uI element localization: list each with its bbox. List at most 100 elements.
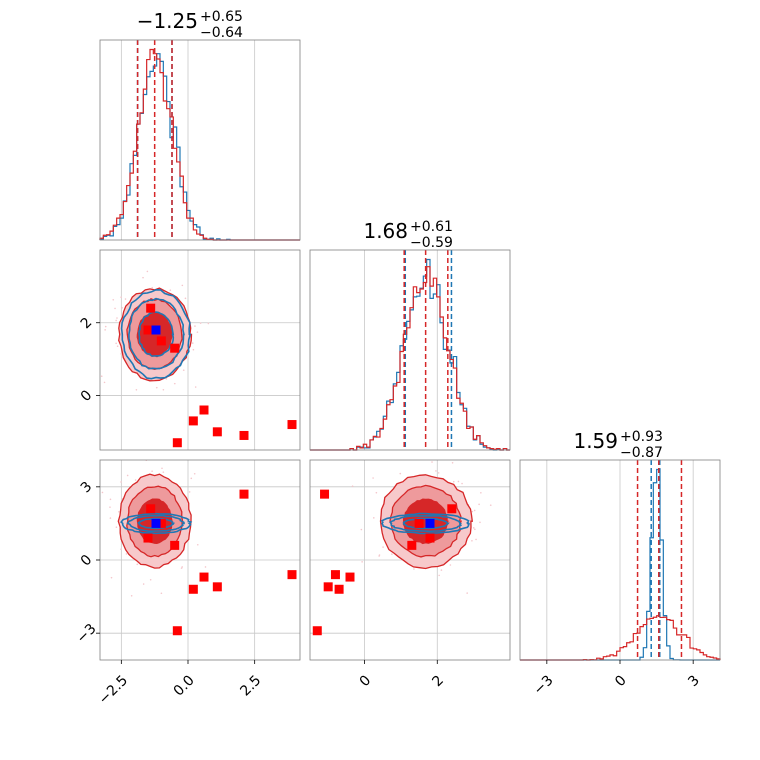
- sample-dot: [440, 569, 443, 571]
- panel-title-plus: +0.61: [410, 219, 453, 235]
- sample-dot: [151, 286, 154, 289]
- sample-dot: [120, 481, 122, 483]
- axis-frame: [99, 39, 301, 241]
- sample-dot: [130, 594, 133, 597]
- sample-dot: [115, 342, 117, 345]
- red-marker: [330, 570, 340, 580]
- sample-dot: [435, 470, 437, 472]
- panel-1-0: [99, 249, 301, 451]
- axis-frame: [309, 249, 511, 451]
- sample-dot: [134, 479, 137, 481]
- red-marker: [199, 572, 209, 582]
- red-marker: [287, 420, 297, 430]
- sample-dot: [475, 538, 477, 541]
- axis-frame: [309, 459, 511, 661]
- red-marker: [407, 540, 417, 550]
- sample-dot: [142, 276, 144, 279]
- sample-dot: [360, 528, 363, 531]
- sample-dot: [471, 539, 473, 542]
- panel-title-median: −1.25: [137, 9, 198, 33]
- sample-dot: [478, 503, 480, 506]
- panel-inner: [100, 431, 300, 660]
- sample-dot: [149, 578, 152, 581]
- sample-dot: [181, 284, 184, 287]
- red-marker: [447, 504, 457, 514]
- panel-title-median: 1.68: [363, 219, 408, 243]
- sample-dot: [449, 564, 452, 566]
- red-marker: [414, 518, 424, 528]
- sample-dot: [136, 563, 139, 566]
- sample-dot: [192, 348, 195, 351]
- sample-dot: [375, 491, 378, 494]
- contour-series-b: [128, 297, 185, 370]
- x-tick-label: 3: [685, 672, 703, 690]
- sample-dot: [125, 553, 128, 555]
- x-tick-label: 0: [612, 672, 630, 690]
- panel-2-1: [309, 459, 511, 661]
- x-tick-label: −3: [531, 672, 557, 698]
- panel-title-median: 1.59: [573, 429, 618, 453]
- contour-series-b: [380, 512, 471, 535]
- sample-dot: [474, 528, 476, 531]
- sample-dot: [438, 574, 440, 577]
- sample-dot: [173, 382, 176, 385]
- red-marker: [323, 582, 333, 592]
- sample-dot: [116, 345, 119, 348]
- sample-dot: [466, 592, 468, 594]
- diag-panel-0: −1.25 +0.65−0.64: [99, 9, 301, 241]
- contour-series-b: [120, 512, 193, 535]
- panel-title-minus: −0.87: [620, 445, 663, 461]
- red-marker: [188, 416, 198, 426]
- red-marker: [170, 540, 180, 550]
- red-marker: [146, 303, 156, 313]
- sample-dot: [165, 378, 168, 380]
- sample-dot: [135, 388, 138, 391]
- red-marker: [156, 336, 166, 346]
- truth-marker: [151, 518, 161, 528]
- panel-inner: [310, 460, 510, 660]
- x-tick-label: 2.5: [237, 672, 264, 699]
- sample-dot: [196, 331, 199, 333]
- x-tick-label: −2.5: [96, 672, 131, 707]
- sample-dot: [110, 576, 113, 579]
- sample-dot: [124, 298, 127, 300]
- contour-series-b: [120, 288, 192, 380]
- sample-dot: [457, 480, 460, 483]
- sample-dot: [199, 322, 202, 324]
- sample-dot: [160, 592, 163, 595]
- sample-dot: [101, 491, 104, 494]
- sample-dot: [190, 477, 193, 480]
- hist-series-a: [99, 48, 300, 241]
- x-tick-label: 2: [429, 672, 447, 690]
- sample-dot: [372, 477, 374, 479]
- sample-dot: [100, 375, 103, 377]
- sample-dot: [109, 498, 112, 501]
- diag-panel-1: 1.68 +0.61−0.59: [309, 219, 511, 451]
- sample-dot: [437, 472, 440, 474]
- hist-series-b: [310, 258, 510, 451]
- contour-series-b: [138, 311, 175, 357]
- red-marker: [312, 626, 322, 636]
- sample-dot: [191, 342, 194, 344]
- sample-dot: [155, 431, 157, 433]
- contour-series-b: [402, 517, 450, 530]
- sample-dot: [472, 527, 475, 529]
- sample-dot: [161, 467, 163, 470]
- sample-dot: [471, 510, 474, 513]
- sample-dot: [162, 471, 165, 473]
- sample-dot: [391, 553, 393, 555]
- sample-dot: [399, 472, 402, 475]
- axis-frame: [99, 249, 301, 451]
- x-tick-label: 0: [357, 672, 375, 690]
- sample-dot: [115, 319, 117, 322]
- red-marker: [172, 438, 182, 448]
- red-marker: [345, 572, 355, 582]
- hist-series-b: [99, 53, 300, 241]
- red-marker: [199, 405, 209, 415]
- diag-panel-2: 1.59 +0.93−0.87: [519, 429, 721, 661]
- y-tick-label: −3: [74, 621, 100, 647]
- red-marker: [212, 427, 222, 437]
- panel-2-0: [99, 431, 301, 661]
- x-tick-label: 0.0: [171, 672, 198, 699]
- panel-inner: [100, 250, 300, 450]
